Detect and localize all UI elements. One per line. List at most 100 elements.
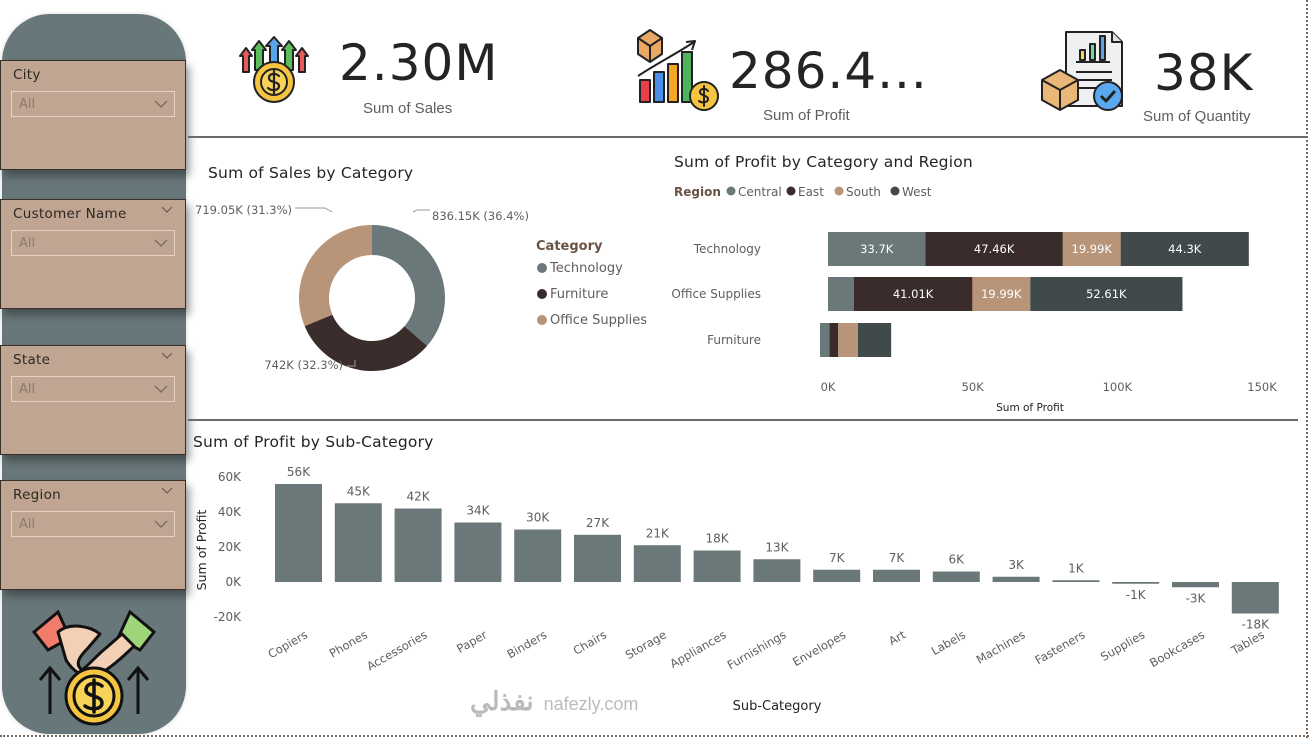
slicer-title: Region [13, 487, 62, 503]
sales-by-category-donut: 836.15K (36.4%) 742K (32.3%) 719.05K (31.3… [195, 203, 647, 372]
legend-marker-icon [786, 186, 796, 196]
divider-middle [188, 419, 1298, 421]
column-bar-chairs[interactable] [574, 534, 621, 582]
column-bar-appliances[interactable] [693, 550, 741, 583]
x-axis-tick: Binders [505, 627, 550, 661]
legend-item-office-supplies[interactable]: Office Supplies [550, 313, 647, 328]
slicer-dropdown[interactable]: All [11, 91, 175, 117]
column-data-label: 34K [466, 504, 490, 518]
x-axis-title: Sum of Profit [996, 402, 1064, 414]
column-data-label: 6K [949, 553, 966, 567]
collapse-chevron-icon[interactable] [161, 350, 173, 362]
column-bar-storage[interactable] [633, 545, 681, 582]
column-bar-paper[interactable] [454, 522, 502, 583]
column-bar-art[interactable] [873, 569, 920, 582]
y-axis-title: Sum of Profit [194, 510, 209, 591]
column-chart-title: Sum of Profit by Sub-Category [193, 433, 434, 451]
region-legend-title: Region [674, 185, 721, 199]
legend-marker-icon [537, 315, 547, 325]
column-bar-furnishings[interactable] [753, 559, 801, 582]
column-bar-envelopes[interactable] [813, 569, 861, 582]
slicer-selected-value: All [19, 97, 36, 112]
donut-data-label: 836.15K (36.4%) [432, 209, 529, 223]
donut-data-label: 719.05K (31.3%) [195, 203, 292, 217]
bar-segment-east[interactable] [925, 232, 1063, 266]
bar-data-label: 47.46K [974, 242, 1015, 256]
column-bar-phones[interactable] [334, 503, 382, 582]
bar-segment-south[interactable] [1062, 232, 1121, 266]
profit-by-subcategory-chart: 60K 40K 20K 0K -20K Sum of Profit 56K Copiers 45… [194, 465, 1279, 714]
y-axis-tick: -20K [214, 610, 243, 624]
slicer-dropdown[interactable]: All [11, 230, 175, 256]
legend-item-technology[interactable]: Technology [549, 261, 623, 276]
bar-data-label: 44.3K [1168, 242, 1202, 256]
column-bar-binders[interactable] [514, 529, 562, 583]
slicer-region: Region All [0, 480, 186, 590]
y-axis-tick: 0K [225, 575, 242, 589]
collapse-chevron-icon[interactable] [161, 485, 173, 497]
bar-segment-west[interactable] [1030, 277, 1183, 311]
column-data-label: 13K [765, 540, 789, 554]
legend-marker-icon [537, 289, 547, 299]
legend-item-furniture[interactable]: Furniture [550, 287, 608, 302]
canvas-border-right [1306, 0, 1308, 738]
column-data-label: -18K [1242, 618, 1271, 632]
column-bar-fasteners[interactable] [1052, 580, 1100, 582]
column-bar-copiers[interactable] [275, 484, 322, 582]
donut-slice-furniture[interactable] [304, 314, 428, 371]
x-axis-tick: Chairs [571, 627, 609, 657]
x-axis-title: Sub-Category [733, 699, 822, 714]
column-bar-labels[interactable] [932, 571, 980, 583]
chevron-down-icon [154, 239, 168, 247]
column-data-label: -3K [1186, 591, 1207, 605]
slicer-title: City [13, 67, 41, 83]
legend-marker-icon [726, 186, 736, 196]
x-axis-tick: 150K [1247, 380, 1277, 394]
legend-item-east[interactable]: East [798, 185, 824, 199]
column-data-label: 1K [1068, 561, 1085, 575]
y-axis-label: Office Supplies [671, 287, 761, 301]
handshake-money-icon [31, 609, 157, 726]
slicer-dropdown[interactable]: All [11, 376, 175, 402]
donut-slice-office-supplies[interactable] [299, 225, 372, 327]
column-data-label: 30K [526, 511, 550, 525]
bar-segment-south[interactable] [838, 323, 858, 357]
bar-segment-east[interactable] [829, 323, 839, 357]
bar-segment-central[interactable] [820, 323, 830, 357]
column-bar-tables[interactable] [1231, 582, 1279, 614]
donut-slice-technology[interactable] [372, 225, 445, 346]
legend-item-south[interactable]: South [846, 185, 881, 199]
bar-segment-central[interactable] [828, 232, 926, 266]
x-axis-tick: Storage [623, 627, 669, 662]
column-bar-supplies[interactable] [1112, 582, 1160, 584]
column-bar-machines[interactable] [992, 576, 1040, 582]
bar-segment-east[interactable] [853, 277, 973, 311]
column-bar-bookcases[interactable] [1172, 582, 1219, 588]
x-axis-tick: Envelopes [790, 627, 848, 669]
canvas-border-bottom [0, 735, 1309, 737]
collapse-chevron-icon[interactable] [161, 204, 173, 216]
legend-item-west[interactable]: West [902, 185, 932, 199]
bar-segment-west[interactable] [857, 323, 892, 357]
x-axis-tick: Phones [327, 627, 370, 660]
bar-segment-west[interactable] [1120, 232, 1249, 266]
kpi-quantity-value: 38K [1154, 44, 1254, 102]
profit-chart-icon [637, 29, 719, 111]
x-axis-tick: Fasteners [1033, 627, 1088, 667]
column-bar-accessories[interactable] [394, 508, 442, 583]
column-data-label: 56K [287, 465, 311, 479]
bar-segment-central[interactable] [828, 277, 854, 311]
legend-item-central[interactable]: Central [738, 185, 782, 199]
donut-leader-line [295, 207, 333, 213]
slicer-dropdown[interactable]: All [11, 511, 175, 537]
x-axis-tick: Tables [1228, 627, 1267, 657]
donut-legend-title: Category [536, 239, 603, 254]
x-axis-tick: 100K [1103, 380, 1133, 394]
x-axis-tick: Accessories [364, 627, 429, 673]
column-data-label: 27K [586, 516, 610, 530]
bar-segment-south[interactable] [972, 277, 1031, 311]
chevron-down-icon [154, 385, 168, 393]
x-axis-tick: 0K [821, 380, 836, 394]
chevron-down-icon [154, 100, 168, 108]
column-data-label: 42K [407, 490, 431, 504]
